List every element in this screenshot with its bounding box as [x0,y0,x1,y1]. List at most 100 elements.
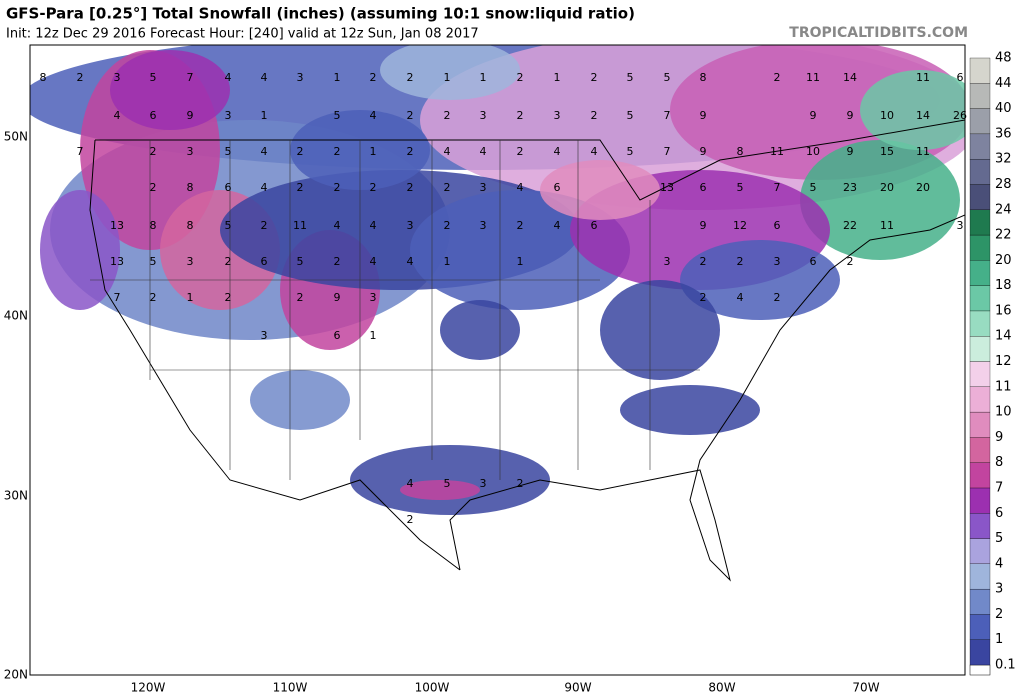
snowfall-label: 1 [444,255,451,268]
colorbar-label: 48 [995,51,1012,66]
lon-label: 70W [852,681,879,695]
snowfall-label: 11 [806,71,820,84]
snowfall-label: 11 [770,145,784,158]
lon-label: 120W [131,681,166,695]
snowfall-label: 2 [150,145,157,158]
colorbar-label: 44 [995,76,1012,91]
colorbar-swatch [969,563,991,590]
snowfall-label: 3 [187,255,194,268]
map [30,45,965,582]
snowfall-label: 8 [700,71,707,84]
snow-area [400,480,480,500]
snowfall-label: 4 [407,477,414,490]
snowfall-label: 2 [370,71,377,84]
colorbar-swatch [969,260,991,286]
colorbar-swatch [969,411,991,438]
snowfall-label: 4 [370,255,377,268]
colorbar-swatch [969,184,991,210]
colorbar-swatch [969,361,991,387]
snowfall-label: 4 [370,109,377,122]
snowfall-label: 4 [407,255,414,268]
snowfall-label: 2 [591,109,598,122]
lon-label: 110W [273,681,308,695]
snowfall-label: 9 [700,109,707,122]
colorbar-label: 32 [995,152,1012,167]
colorbar-swatch [969,614,991,640]
lat-label: 30N [4,489,28,503]
snowfall-label: 9 [700,145,707,158]
snowfall-label: 7 [774,181,781,194]
snowfall-label: 1 [370,329,377,342]
snowfall-label: 20 [916,181,930,194]
snowfall-label: 1 [554,71,561,84]
colorbar-bottom [969,664,991,676]
snowfall-label: 3 [370,291,377,304]
snowfall-label: 8 [187,181,194,194]
snowfall-label: 1 [261,109,268,122]
snowfall-label: 4 [554,219,561,232]
snow-area [110,50,230,130]
snowfall-label: 3 [480,181,487,194]
snowfall-label: 6 [810,255,817,268]
snowfall-label: 2 [407,181,414,194]
snowfall-label: 9 [810,109,817,122]
snowfall-label: 6 [700,181,707,194]
subtitle: Init: 12z Dec 29 2016 Forecast Hour: [24… [6,27,479,42]
colorbar-swatch [969,538,991,564]
snowfall-label: 6 [334,329,341,342]
colorbar-label: 28 [995,177,1012,192]
labels: 8 2 3 5 7 4 4 3 1 2 2 1 1 2 1 2 5 5 8 2 11 14 11 64 6 9 3 1 5 4 2 2 3 2 3 2… [4,71,967,695]
colorbar-label: 3 [995,582,1003,597]
snowfall-label: 11 [916,145,930,158]
snow-area [860,70,965,150]
snowfall-label: 2 [517,109,524,122]
snowfall-label: 2 [150,291,157,304]
snowfall-label: 3 [480,477,487,490]
snowfall-label: 11 [293,219,307,232]
snowfall-label: 3 [957,219,964,232]
snowfall-label: 4 [225,71,232,84]
lon-label: 80W [708,681,735,695]
snowfall-label: 7 [664,109,671,122]
snowfall-label: 20 [880,181,894,194]
snowfall-label: 2 [774,71,781,84]
snowfall-label: 1 [517,255,524,268]
snowfall-label: 2 [847,255,854,268]
lon-label: 100W [415,681,450,695]
colorbar-swatch [969,83,991,109]
colorbar-label: 10 [995,405,1012,420]
colorbar-swatch [969,57,991,84]
snowfall-label: 2 [150,181,157,194]
snowfall-label: 9 [847,145,854,158]
snowfall-label: 6 [261,255,268,268]
snowfall-label: 1 [444,71,451,84]
snowfall-label: 6 [591,219,598,232]
snowfall-label: 10 [806,145,820,158]
snowfall-label: 2 [334,255,341,268]
snowfall-label: 5 [627,109,634,122]
snowfall-label: 4 [444,145,451,158]
colorbar-label: 1 [995,632,1003,647]
snowfall-label: 15 [880,145,894,158]
colorbar-swatch [969,285,991,312]
snowfall-label: 5 [664,71,671,84]
snowfall-label: 4 [261,181,268,194]
snow-area [680,240,840,320]
snowfall-label: 6 [957,71,964,84]
snowfall-label: 2 [444,109,451,122]
snowfall-label: 3 [774,255,781,268]
lat-label: 50N [4,130,28,144]
colorbar-swatch [969,234,991,261]
snowfall-label: 1 [187,291,194,304]
snowfall-label: 9 [334,291,341,304]
snow-area [800,140,960,260]
snowfall-label: 4 [591,145,598,158]
snow-area [440,300,520,360]
snowfall-label: 5 [627,71,634,84]
snowfall-label: 5 [627,145,634,158]
colorbar-swatch [969,386,991,413]
colorbar-swatch [969,209,991,236]
snowfall-label: 1 [480,71,487,84]
snowfall-label: 2 [407,145,414,158]
